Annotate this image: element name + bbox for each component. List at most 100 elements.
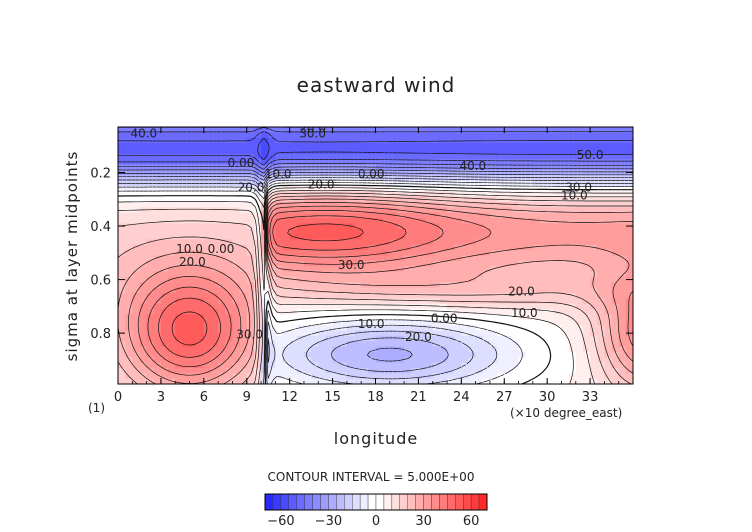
heatmap-cell [196, 271, 205, 278]
heatmap-cell [261, 132, 269, 139]
heatmap-cell [275, 319, 284, 326]
heatmap-cell [175, 127, 183, 133]
heatmap-cell [454, 271, 462, 278]
heatmap-cell [582, 148, 591, 155]
heatmap-cell [582, 292, 591, 299]
heatmap-cell [597, 143, 605, 150]
heatmap-cell [318, 287, 327, 294]
heatmap-cell [525, 271, 534, 278]
heatmap-cell [253, 314, 262, 321]
heatmap-cell [375, 292, 384, 299]
heatmap-cell [175, 325, 183, 332]
heatmap-cell [540, 175, 548, 182]
heatmap-cell [146, 212, 155, 219]
heatmap-cell [296, 250, 305, 257]
heatmap-cell [218, 335, 226, 342]
heatmap-cell [454, 276, 462, 283]
x-tick-label: 24 [453, 390, 470, 405]
heatmap-cell [253, 255, 262, 262]
heatmap-cell [375, 346, 384, 353]
heatmap-cell [132, 341, 141, 348]
colorbar-segment [359, 493, 369, 511]
heatmap-cell [525, 218, 534, 224]
heatmap-cell [590, 127, 598, 133]
heatmap-cell [282, 132, 291, 139]
heatmap-cell [461, 239, 470, 246]
heatmap-cell [389, 234, 398, 241]
heatmap-cell [396, 234, 405, 241]
heatmap-cell [382, 298, 391, 305]
heatmap-cell [432, 191, 441, 198]
heatmap-cell [160, 271, 169, 278]
heatmap-cell [454, 175, 462, 182]
heatmap-cell [540, 378, 548, 384]
heatmap-cell [518, 373, 527, 380]
heatmap-cell [296, 325, 305, 332]
heatmap-cell [232, 325, 241, 332]
colorbar-segment [280, 493, 289, 511]
heatmap-cell [561, 228, 570, 235]
heatmap-cell [461, 207, 470, 214]
heatmap-cell [540, 373, 548, 380]
heatmap-cell [261, 148, 269, 155]
heatmap-cell [432, 282, 441, 289]
heatmap-cell [210, 367, 219, 374]
heatmap-cell [532, 330, 541, 337]
heatmap-cell [497, 276, 505, 283]
colorbar-segment [312, 493, 321, 511]
contour-label: 20.0 [508, 285, 535, 299]
heatmap-cell [532, 378, 541, 384]
heatmap-cell [511, 341, 520, 348]
heatmap-cell [540, 191, 548, 198]
heatmap-cell [489, 127, 498, 133]
heatmap-cell [439, 218, 448, 224]
heatmap-cell [182, 319, 191, 326]
heatmap-cell [196, 351, 205, 358]
heatmap-cell [554, 260, 563, 267]
heatmap-cell [582, 314, 591, 321]
heatmap-cell [196, 196, 205, 203]
heatmap-cell [289, 185, 298, 192]
heatmap-cell [468, 292, 477, 299]
heatmap-cell [218, 239, 226, 246]
heatmap-cell [618, 159, 627, 166]
heatmap-cell [160, 132, 169, 139]
heatmap-cell [375, 143, 384, 150]
heatmap-cell [311, 148, 319, 155]
heatmap-cell [311, 255, 319, 262]
heatmap-cell [425, 207, 434, 214]
heatmap-cell [597, 341, 605, 348]
heatmap-cell [518, 159, 527, 166]
heatmap-cell [468, 351, 477, 358]
heatmap-cell [425, 260, 434, 267]
heatmap-cell [282, 255, 291, 262]
heatmap-cell [225, 341, 234, 348]
heatmap-cell [225, 127, 234, 133]
heatmap-cell [289, 357, 298, 364]
heatmap-cell [418, 298, 427, 305]
heatmap-cell [447, 218, 455, 224]
heatmap-cell [346, 309, 355, 315]
heatmap-cell [590, 169, 598, 176]
heatmap-cell [425, 180, 434, 187]
heatmap-cell [203, 378, 212, 384]
heatmap-cell [561, 169, 570, 176]
heatmap-cell [210, 201, 219, 208]
heatmap-cell [296, 244, 305, 251]
heatmap-cell [118, 362, 126, 369]
heatmap-cell [425, 266, 434, 273]
heatmap-cell [475, 255, 484, 262]
heatmap-cell [303, 137, 312, 144]
heatmap-cell [139, 260, 148, 267]
heatmap-cell [511, 271, 520, 278]
heatmap-cell [396, 287, 405, 294]
heatmap-cell [332, 239, 341, 246]
heatmap-cell [125, 212, 133, 219]
heatmap-cell [582, 201, 591, 208]
heatmap-cell [461, 159, 470, 166]
heatmap-cell [504, 234, 512, 241]
heatmap-cell [210, 276, 219, 283]
heatmap-cell [118, 325, 126, 332]
heatmap-cell [425, 330, 434, 337]
heatmap-cell [146, 287, 155, 294]
